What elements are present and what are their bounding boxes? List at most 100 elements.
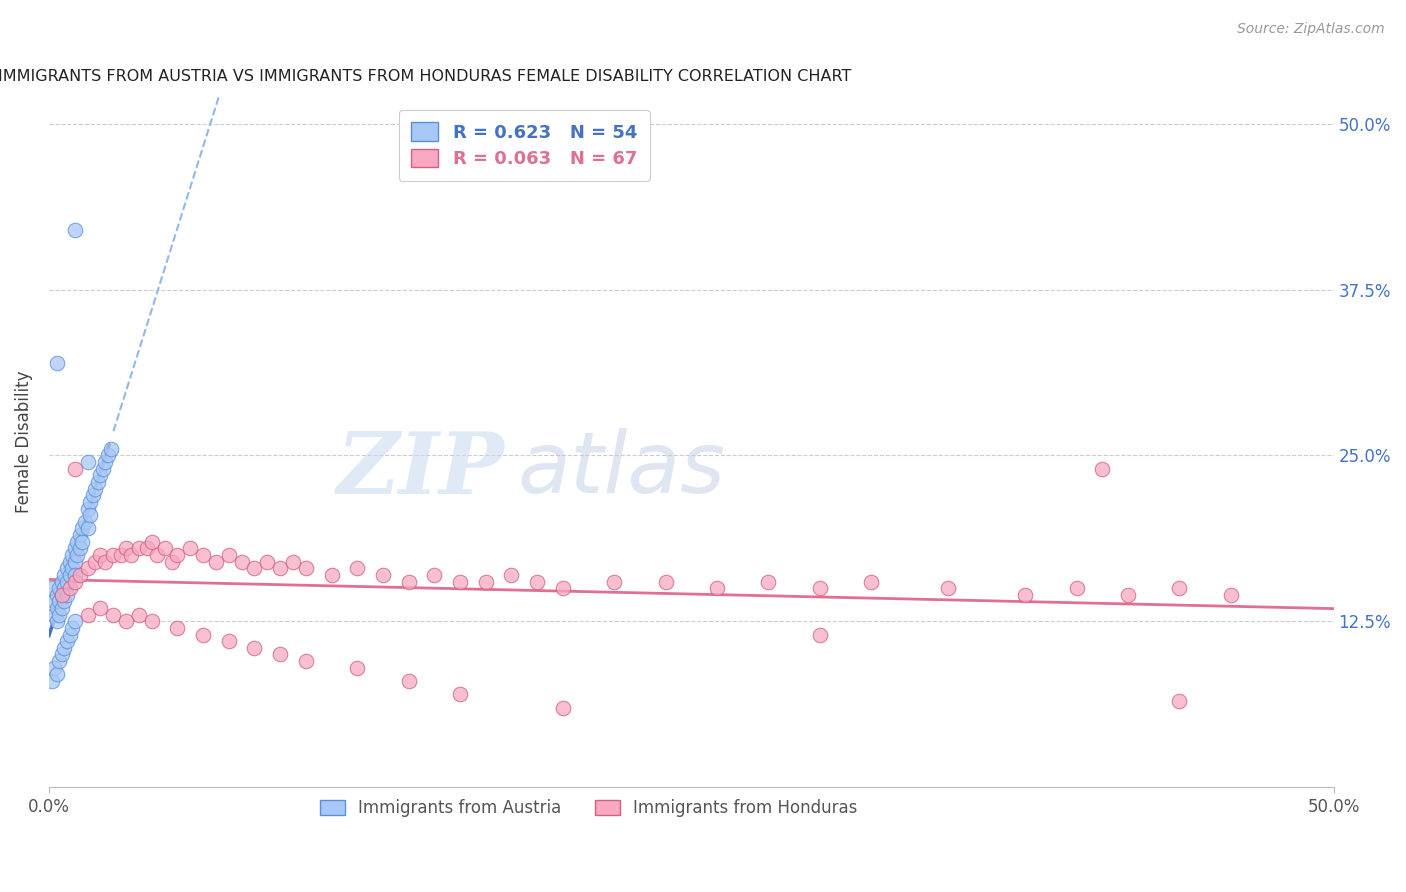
Point bbox=[551, 581, 574, 595]
Point bbox=[501, 567, 523, 582]
Point bbox=[295, 654, 318, 668]
Point bbox=[41, 673, 63, 688]
Point bbox=[84, 555, 107, 569]
Point bbox=[51, 648, 73, 662]
Point bbox=[58, 581, 80, 595]
Point bbox=[1168, 694, 1191, 708]
Point bbox=[162, 555, 184, 569]
Point bbox=[603, 574, 626, 589]
Point bbox=[89, 601, 111, 615]
Point bbox=[76, 455, 98, 469]
Point bbox=[128, 541, 150, 556]
Point bbox=[58, 627, 80, 641]
Point bbox=[1168, 581, 1191, 595]
Point bbox=[51, 588, 73, 602]
Point bbox=[115, 615, 138, 629]
Point bbox=[231, 555, 253, 569]
Point bbox=[72, 521, 94, 535]
Point bbox=[146, 548, 169, 562]
Point bbox=[63, 461, 86, 475]
Point bbox=[1091, 461, 1114, 475]
Point bbox=[51, 588, 73, 602]
Point bbox=[166, 548, 188, 562]
Point bbox=[69, 528, 91, 542]
Point bbox=[42, 661, 65, 675]
Point bbox=[371, 567, 394, 582]
Point bbox=[423, 567, 446, 582]
Point bbox=[128, 607, 150, 622]
Point bbox=[69, 541, 91, 556]
Point bbox=[66, 548, 89, 562]
Point bbox=[84, 482, 107, 496]
Point bbox=[526, 574, 548, 589]
Point bbox=[60, 561, 83, 575]
Point bbox=[45, 601, 67, 615]
Text: IMMIGRANTS FROM AUSTRIA VS IMMIGRANTS FROM HONDURAS FEMALE DISABILITY CORRELATIO: IMMIGRANTS FROM AUSTRIA VS IMMIGRANTS FR… bbox=[0, 69, 851, 84]
Point bbox=[56, 574, 79, 589]
Point bbox=[66, 534, 89, 549]
Point bbox=[42, 594, 65, 608]
Point bbox=[449, 574, 471, 589]
Point bbox=[63, 574, 86, 589]
Point bbox=[141, 534, 163, 549]
Point bbox=[79, 495, 101, 509]
Point bbox=[1219, 588, 1241, 602]
Point bbox=[243, 640, 266, 655]
Point bbox=[58, 555, 80, 569]
Point bbox=[120, 548, 142, 562]
Point bbox=[76, 607, 98, 622]
Point bbox=[41, 581, 63, 595]
Text: atlas: atlas bbox=[517, 428, 725, 511]
Point bbox=[51, 574, 73, 589]
Point bbox=[76, 561, 98, 575]
Point bbox=[63, 541, 86, 556]
Point bbox=[1116, 588, 1139, 602]
Point bbox=[346, 561, 368, 575]
Point bbox=[45, 667, 67, 681]
Point bbox=[45, 615, 67, 629]
Point bbox=[63, 555, 86, 569]
Point bbox=[860, 574, 883, 589]
Point bbox=[449, 687, 471, 701]
Point bbox=[1066, 581, 1088, 595]
Point bbox=[398, 673, 420, 688]
Point bbox=[110, 548, 132, 562]
Point bbox=[76, 521, 98, 535]
Point bbox=[808, 627, 831, 641]
Point bbox=[706, 581, 728, 595]
Legend: Immigrants from Austria, Immigrants from Honduras: Immigrants from Austria, Immigrants from… bbox=[314, 792, 863, 823]
Point bbox=[218, 548, 240, 562]
Point bbox=[398, 574, 420, 589]
Point bbox=[936, 581, 959, 595]
Point bbox=[51, 601, 73, 615]
Point bbox=[48, 607, 70, 622]
Point bbox=[166, 621, 188, 635]
Point bbox=[269, 648, 291, 662]
Point bbox=[56, 588, 79, 602]
Point bbox=[346, 661, 368, 675]
Point bbox=[218, 634, 240, 648]
Point bbox=[1014, 588, 1036, 602]
Point bbox=[60, 621, 83, 635]
Point bbox=[551, 700, 574, 714]
Point bbox=[808, 581, 831, 595]
Point bbox=[72, 534, 94, 549]
Point bbox=[53, 567, 76, 582]
Point bbox=[281, 555, 304, 569]
Point bbox=[654, 574, 676, 589]
Point bbox=[56, 561, 79, 575]
Point bbox=[100, 442, 122, 456]
Point bbox=[63, 615, 86, 629]
Point bbox=[60, 548, 83, 562]
Point bbox=[53, 640, 76, 655]
Point bbox=[94, 455, 117, 469]
Point bbox=[48, 581, 70, 595]
Point bbox=[269, 561, 291, 575]
Point bbox=[45, 355, 67, 369]
Point bbox=[63, 223, 86, 237]
Point bbox=[191, 548, 214, 562]
Point bbox=[91, 461, 114, 475]
Point bbox=[69, 567, 91, 582]
Y-axis label: Female Disability: Female Disability bbox=[15, 371, 32, 514]
Point bbox=[53, 594, 76, 608]
